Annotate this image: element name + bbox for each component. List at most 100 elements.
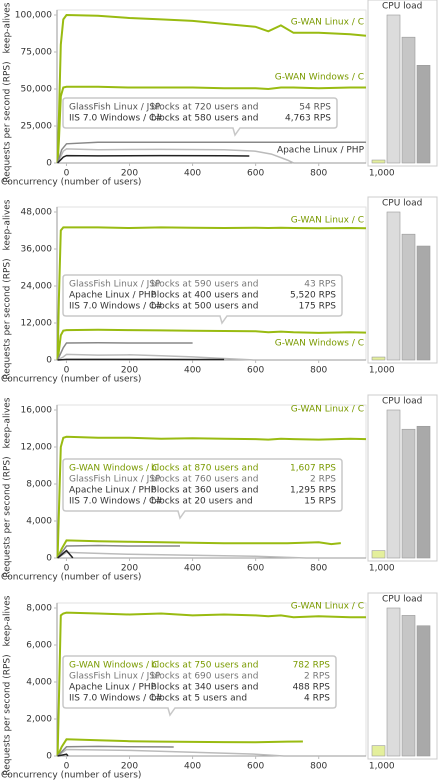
- cpu-bar: [371, 745, 386, 757]
- cpu-bar: [371, 550, 386, 559]
- series-line: [57, 748, 285, 757]
- y-tick-label: 12,000: [21, 319, 53, 329]
- annotation-detail: blocks at 590 users and: [151, 280, 259, 290]
- annotation-rps: 5,520 RPS: [290, 291, 336, 301]
- annotation-label: IIS 7.0 Windows / C#: [69, 302, 163, 312]
- cpu-bar: [386, 607, 401, 757]
- x-tick-label: 600: [247, 762, 264, 772]
- cpu-title: CPU load: [382, 397, 422, 407]
- x-tick-label: 1,000: [369, 762, 395, 772]
- y-tick-label: 25,000: [21, 122, 53, 132]
- x-axis-title: Concurrency (number of users): [1, 178, 141, 188]
- series-line: [56, 328, 367, 361]
- y-tick-label: 24,000: [21, 282, 53, 292]
- series-line: [56, 13, 367, 164]
- annotation-rps: 4,763 RPS: [285, 114, 331, 124]
- y-axis-title: Requests per second (RPS): [3, 456, 13, 577]
- cpu-bar: [371, 356, 386, 361]
- annotation-label: GlassFish Linux / JSP: [69, 280, 161, 290]
- y-axis-title: Requests per second (RPS): [3, 654, 13, 775]
- annotation-label: Apache Linux / PHP: [69, 683, 157, 693]
- series-line: [57, 353, 253, 361]
- x-tick-label: 200: [121, 366, 138, 376]
- y-tick-label: 50,000: [21, 85, 53, 95]
- annotation-label: IIS 7.0 Windows / C#: [69, 694, 163, 704]
- cpu-bar: [371, 159, 386, 164]
- series-line: [56, 435, 367, 559]
- series-line: [57, 154, 250, 164]
- y-tick-label: 0: [46, 752, 52, 762]
- series-label: G-WAN Linux / C: [291, 216, 364, 226]
- y-axis-note: keep-alives: [3, 199, 13, 250]
- x-tick-label: 200: [121, 564, 138, 574]
- annotation-box: [62, 655, 337, 717]
- annotation-detail: blocks at 690 users and: [151, 672, 259, 682]
- x-tick-label: 600: [247, 366, 264, 376]
- x-tick-label: 1,000: [369, 169, 395, 179]
- chart-panel: 0 25,000 50,000 75,000 100,000 0 200 400 600 800 1…: [1, 0, 438, 188]
- annotation-rps: 2 RPS: [304, 672, 330, 682]
- series-line: [56, 539, 341, 559]
- annotation-rps: 15 RPS: [304, 497, 336, 507]
- annotation-detail: blocks at 340 users and: [151, 683, 259, 693]
- x-tick-label: 400: [184, 564, 201, 574]
- x-tick-label: 800: [310, 169, 327, 179]
- x-tick-label: 400: [184, 366, 201, 376]
- annotation-rps: 1,607 RPS: [290, 464, 336, 474]
- x-tick-label: 800: [310, 366, 327, 376]
- y-tick-label: 8,000: [26, 480, 52, 490]
- x-tick-label: 0: [64, 169, 70, 179]
- annotation-detail: blocks at 400 users and: [151, 291, 259, 301]
- series-label: G-WAN Linux / C: [291, 602, 364, 612]
- series-line: [56, 226, 367, 361]
- annotation-rps: 54 RPS: [299, 103, 331, 113]
- y-tick-label: 0: [46, 356, 52, 366]
- cpu-bar: [416, 65, 431, 164]
- series-line: [56, 341, 193, 361]
- series-label: Apache Linux / PHP: [277, 146, 365, 156]
- annotation-label: IIS 7.0 Windows / C#: [69, 497, 163, 507]
- cpu-bar: [386, 409, 401, 559]
- annotation-detail: blocks at 760 users and: [151, 475, 259, 485]
- y-tick-label: 100,000: [15, 11, 52, 21]
- x-axis-title: Concurrency (number of users): [1, 573, 141, 583]
- series-line: [57, 745, 174, 757]
- x-tick-label: 1,000: [369, 564, 395, 574]
- x-tick-label: 400: [184, 762, 201, 772]
- annotation-rps: 488 RPS: [293, 683, 331, 693]
- x-tick-label: 600: [247, 169, 264, 179]
- chart-panel: 0 2,000 4,000 6,000 8,000 0 200 400 600 800 1,000 C…: [1, 592, 438, 781]
- series-line: [57, 549, 74, 559]
- cpu-bar: [416, 625, 431, 757]
- annotation-label: Apache Linux / PHP: [69, 486, 157, 496]
- annotation-detail: blocks at 720 users and: [151, 103, 259, 113]
- annotation-box: [62, 274, 343, 325]
- y-tick-label: 12,000: [21, 443, 53, 453]
- x-tick-label: 0: [64, 366, 70, 376]
- x-tick-label: 0: [64, 564, 70, 574]
- cpu-bar: [416, 245, 431, 361]
- series-line: [57, 358, 225, 361]
- annotation-label: GlassFish Linux / JSP: [69, 672, 161, 682]
- y-tick-label: 2,000: [26, 715, 52, 725]
- annotation-label: G-WAN Windows / C: [69, 464, 158, 474]
- cpu-title: CPU load: [382, 199, 422, 209]
- x-tick-label: 600: [247, 564, 264, 574]
- annotation-label: G-WAN Windows / C: [69, 661, 158, 671]
- annotation-label: Apache Linux / PHP: [69, 291, 157, 301]
- series-label: G-WAN Linux / C: [291, 18, 364, 28]
- chart-panel: 0 4,000 8,000 12,000 16,000 0 200 400 600 800 1,00…: [1, 394, 438, 583]
- cpu-bar: [401, 615, 416, 757]
- series-label: G-WAN Linux / C: [291, 405, 364, 415]
- series-label: G-WAN Windows / C: [275, 339, 364, 349]
- x-tick-label: 1,000: [369, 366, 395, 376]
- x-tick-label: 400: [184, 169, 201, 179]
- cpu-bar: [416, 425, 431, 559]
- cpu-bar: [401, 428, 416, 559]
- annotation-detail: blocks at 20 users and: [151, 497, 253, 507]
- series-line: [56, 738, 303, 757]
- annotation-box: [62, 97, 338, 137]
- series-line: [57, 753, 69, 757]
- annotation-rps: 4 RPS: [304, 694, 330, 704]
